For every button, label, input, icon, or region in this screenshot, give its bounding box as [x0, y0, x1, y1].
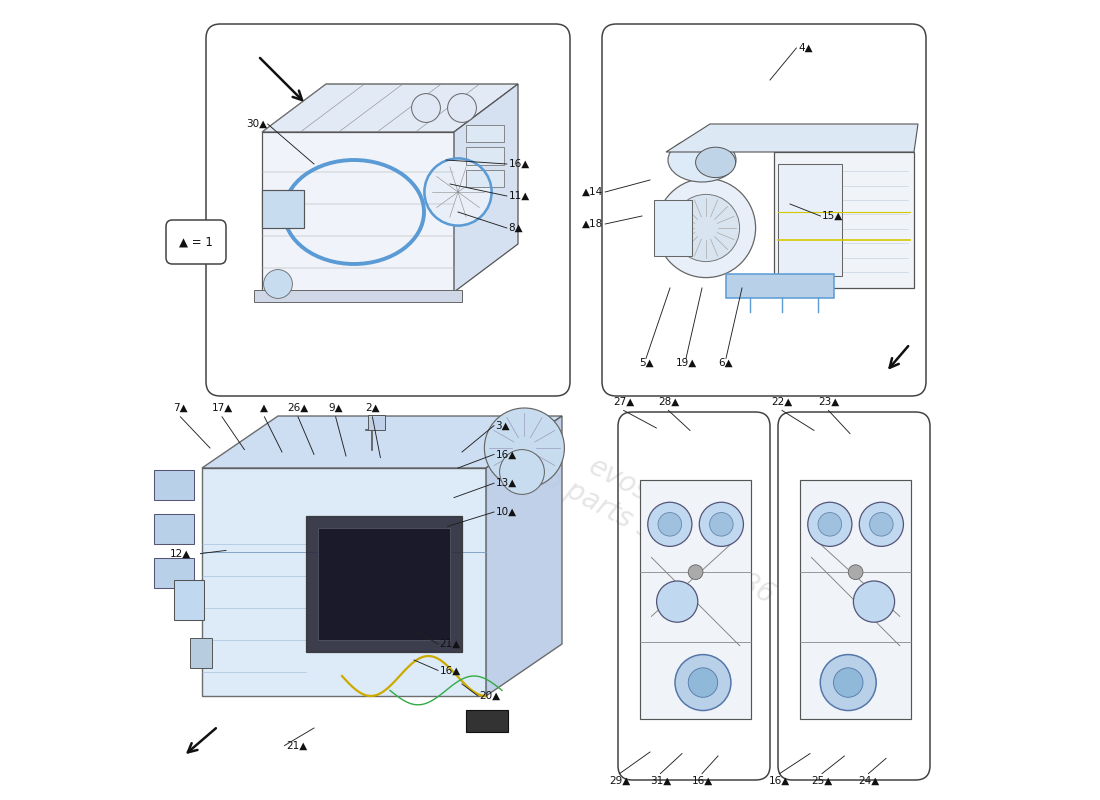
FancyBboxPatch shape — [166, 220, 226, 264]
Circle shape — [425, 158, 492, 226]
Text: 23▲: 23▲ — [817, 396, 839, 406]
Text: 16▲: 16▲ — [508, 159, 530, 169]
Text: 30▲: 30▲ — [246, 119, 267, 129]
Text: 16▲: 16▲ — [769, 776, 790, 786]
Text: 27▲: 27▲ — [613, 396, 635, 406]
Text: evospares
auto parts since 1986: evospares auto parts since 1986 — [498, 414, 794, 610]
Ellipse shape — [695, 147, 736, 178]
Circle shape — [672, 194, 739, 262]
Text: ▲14: ▲14 — [582, 187, 604, 197]
Circle shape — [859, 502, 903, 546]
Text: 25▲: 25▲ — [812, 776, 833, 786]
Text: 6▲: 6▲ — [718, 358, 734, 368]
Circle shape — [657, 178, 756, 278]
Text: 21▲: 21▲ — [286, 741, 307, 750]
Polygon shape — [774, 152, 914, 288]
Text: 2▲: 2▲ — [365, 403, 380, 413]
Circle shape — [264, 270, 293, 298]
Circle shape — [821, 654, 877, 710]
Text: 28▲: 28▲ — [658, 396, 679, 406]
Polygon shape — [454, 84, 518, 292]
Circle shape — [689, 565, 703, 579]
Circle shape — [689, 668, 717, 698]
Bar — [466, 125, 505, 142]
Circle shape — [834, 668, 864, 698]
Polygon shape — [486, 416, 562, 696]
Text: 26▲: 26▲ — [287, 403, 309, 413]
Bar — [466, 170, 505, 187]
Text: 24▲: 24▲ — [858, 776, 879, 786]
Bar — [154, 470, 194, 500]
Bar — [154, 514, 194, 544]
Ellipse shape — [668, 138, 736, 182]
Polygon shape — [306, 516, 462, 652]
Circle shape — [870, 513, 893, 536]
Text: 19▲: 19▲ — [675, 358, 696, 368]
Circle shape — [484, 408, 564, 488]
Bar — [262, 190, 304, 228]
Text: 16▲: 16▲ — [496, 450, 517, 459]
Circle shape — [710, 513, 733, 536]
Polygon shape — [262, 84, 518, 132]
Polygon shape — [640, 480, 751, 719]
Circle shape — [807, 502, 851, 546]
Bar — [778, 164, 842, 276]
Polygon shape — [801, 480, 911, 719]
Bar — [174, 580, 205, 620]
Bar — [367, 415, 385, 430]
Bar — [654, 200, 692, 256]
Text: 12▲: 12▲ — [170, 549, 191, 558]
Bar — [466, 147, 505, 165]
Circle shape — [854, 581, 894, 622]
Text: 29▲: 29▲ — [609, 776, 630, 786]
Text: 10▲: 10▲ — [496, 507, 517, 517]
Polygon shape — [726, 274, 834, 298]
Text: ▲ = 1: ▲ = 1 — [179, 235, 213, 249]
Circle shape — [700, 502, 744, 546]
Text: 3▲: 3▲ — [496, 421, 510, 430]
Text: ▲: ▲ — [261, 403, 268, 413]
Bar — [466, 710, 507, 732]
Circle shape — [658, 513, 682, 536]
Text: 7▲: 7▲ — [173, 403, 188, 413]
Polygon shape — [318, 528, 450, 640]
Text: 22▲: 22▲ — [771, 396, 793, 406]
Polygon shape — [666, 124, 918, 152]
Text: 5▲: 5▲ — [639, 358, 653, 368]
Text: 16▲: 16▲ — [692, 776, 713, 786]
Text: 21▲: 21▲ — [440, 639, 461, 649]
Circle shape — [648, 502, 692, 546]
Text: 11▲: 11▲ — [508, 191, 530, 201]
Polygon shape — [262, 132, 454, 292]
Circle shape — [657, 581, 697, 622]
Circle shape — [448, 94, 476, 122]
Text: 4▲: 4▲ — [798, 43, 813, 53]
Circle shape — [411, 94, 440, 122]
Circle shape — [675, 654, 730, 710]
Text: 15▲: 15▲ — [822, 211, 844, 221]
Text: 20▲: 20▲ — [480, 691, 501, 701]
Circle shape — [848, 565, 864, 579]
Polygon shape — [202, 416, 562, 468]
Bar — [154, 558, 194, 588]
Text: 31▲: 31▲ — [650, 776, 671, 786]
Polygon shape — [202, 468, 486, 696]
Text: 9▲: 9▲ — [328, 403, 343, 413]
Text: 8▲: 8▲ — [508, 223, 522, 233]
Bar — [254, 290, 462, 302]
Text: 16▲: 16▲ — [440, 666, 461, 675]
Text: ▲18: ▲18 — [582, 219, 604, 229]
Text: 17▲: 17▲ — [211, 403, 232, 413]
Bar — [190, 638, 212, 668]
Circle shape — [499, 450, 544, 494]
Text: 13▲: 13▲ — [496, 478, 517, 488]
Circle shape — [818, 513, 842, 536]
